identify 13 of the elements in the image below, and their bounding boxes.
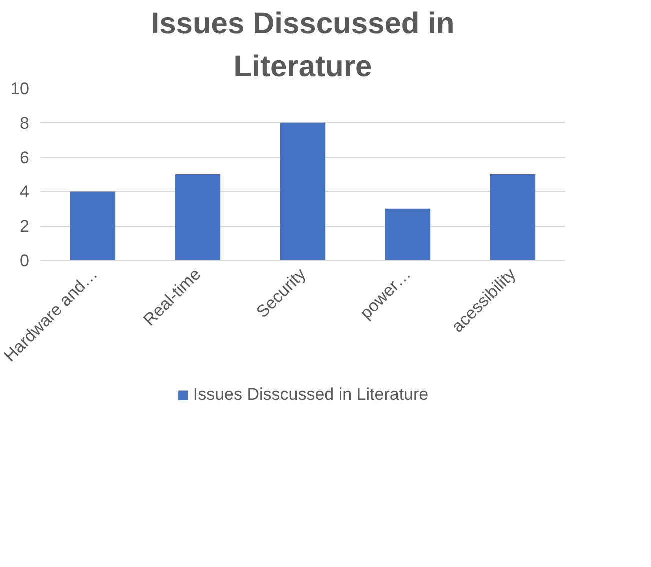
bar xyxy=(280,122,326,260)
bar xyxy=(70,192,116,260)
y-tick-label: 6 xyxy=(20,148,30,168)
y-tick-label: 10 xyxy=(10,80,30,98)
y-tick-label: 4 xyxy=(20,182,30,202)
bar xyxy=(175,174,221,260)
chart-title: Issues Disscussed in Literature xyxy=(151,8,455,84)
bar xyxy=(490,174,536,260)
y-tick-label: 0 xyxy=(20,252,30,270)
y-tick-label: 2 xyxy=(20,217,30,236)
y-tick-label: 8 xyxy=(20,114,30,133)
bar xyxy=(385,208,431,260)
legend-label: Issues Disscussed in Literature xyxy=(193,385,429,405)
